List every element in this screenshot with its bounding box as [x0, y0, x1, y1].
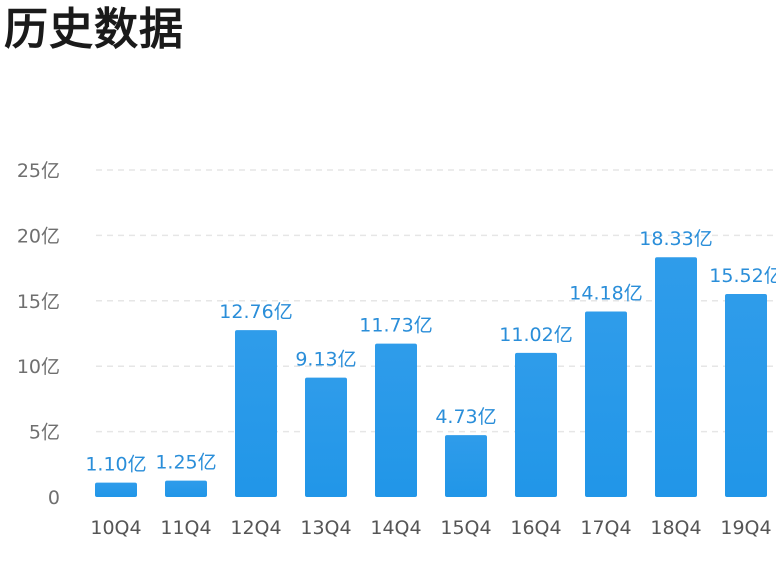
y-axis-labels: 0 5亿 10亿 15亿 20亿 25亿	[17, 160, 60, 509]
y-tick-label: 15亿	[17, 291, 60, 313]
x-axis-labels: 10Q4 11Q4 12Q4 13Q4 14Q4 15Q4 16Q4 17Q4 18Q4 19Q4	[90, 517, 771, 539]
x-tick-label: 15Q4	[440, 517, 491, 539]
x-tick-label: 11Q4	[160, 517, 211, 539]
x-tick-label: 10Q4	[90, 517, 141, 539]
data-label: 15.52亿	[709, 265, 776, 287]
bar-17q4	[585, 311, 627, 497]
x-tick-label: 16Q4	[510, 517, 561, 539]
y-tick-label: 5亿	[29, 422, 60, 444]
bar-13q4	[305, 377, 347, 497]
data-label: 4.73亿	[435, 406, 496, 428]
page-title: 历史数据	[4, 4, 184, 55]
x-tick-label: 17Q4	[580, 517, 631, 539]
x-tick-label: 12Q4	[230, 517, 281, 539]
y-tick-label: 20亿	[17, 225, 60, 247]
data-label: 14.18亿	[569, 283, 642, 305]
x-tick-label: 13Q4	[300, 517, 351, 539]
bars	[95, 257, 767, 497]
y-tick-label: 10亿	[17, 356, 60, 378]
bar-16q4	[515, 352, 557, 497]
data-label: 1.10亿	[85, 454, 146, 476]
bar-10q4	[95, 482, 137, 497]
y-tick-label: 0	[48, 487, 60, 509]
data-label: 12.76亿	[219, 301, 292, 323]
data-label: 9.13亿	[295, 349, 356, 371]
x-tick-label: 18Q4	[650, 517, 701, 539]
data-label: 11.02亿	[499, 324, 572, 346]
x-tick-label: 14Q4	[370, 517, 421, 539]
bar-14q4	[375, 343, 417, 497]
bar-11q4	[165, 480, 207, 497]
bar-15q4	[445, 435, 487, 497]
bar-19q4	[725, 293, 767, 497]
data-label: 1.25亿	[155, 452, 216, 474]
x-tick-label: 19Q4	[720, 517, 771, 539]
data-label: 18.33亿	[639, 228, 712, 250]
y-tick-label: 25亿	[17, 160, 60, 182]
bar-12q4	[235, 330, 277, 497]
bar-18q4	[655, 257, 697, 497]
data-label: 11.73亿	[359, 315, 432, 337]
